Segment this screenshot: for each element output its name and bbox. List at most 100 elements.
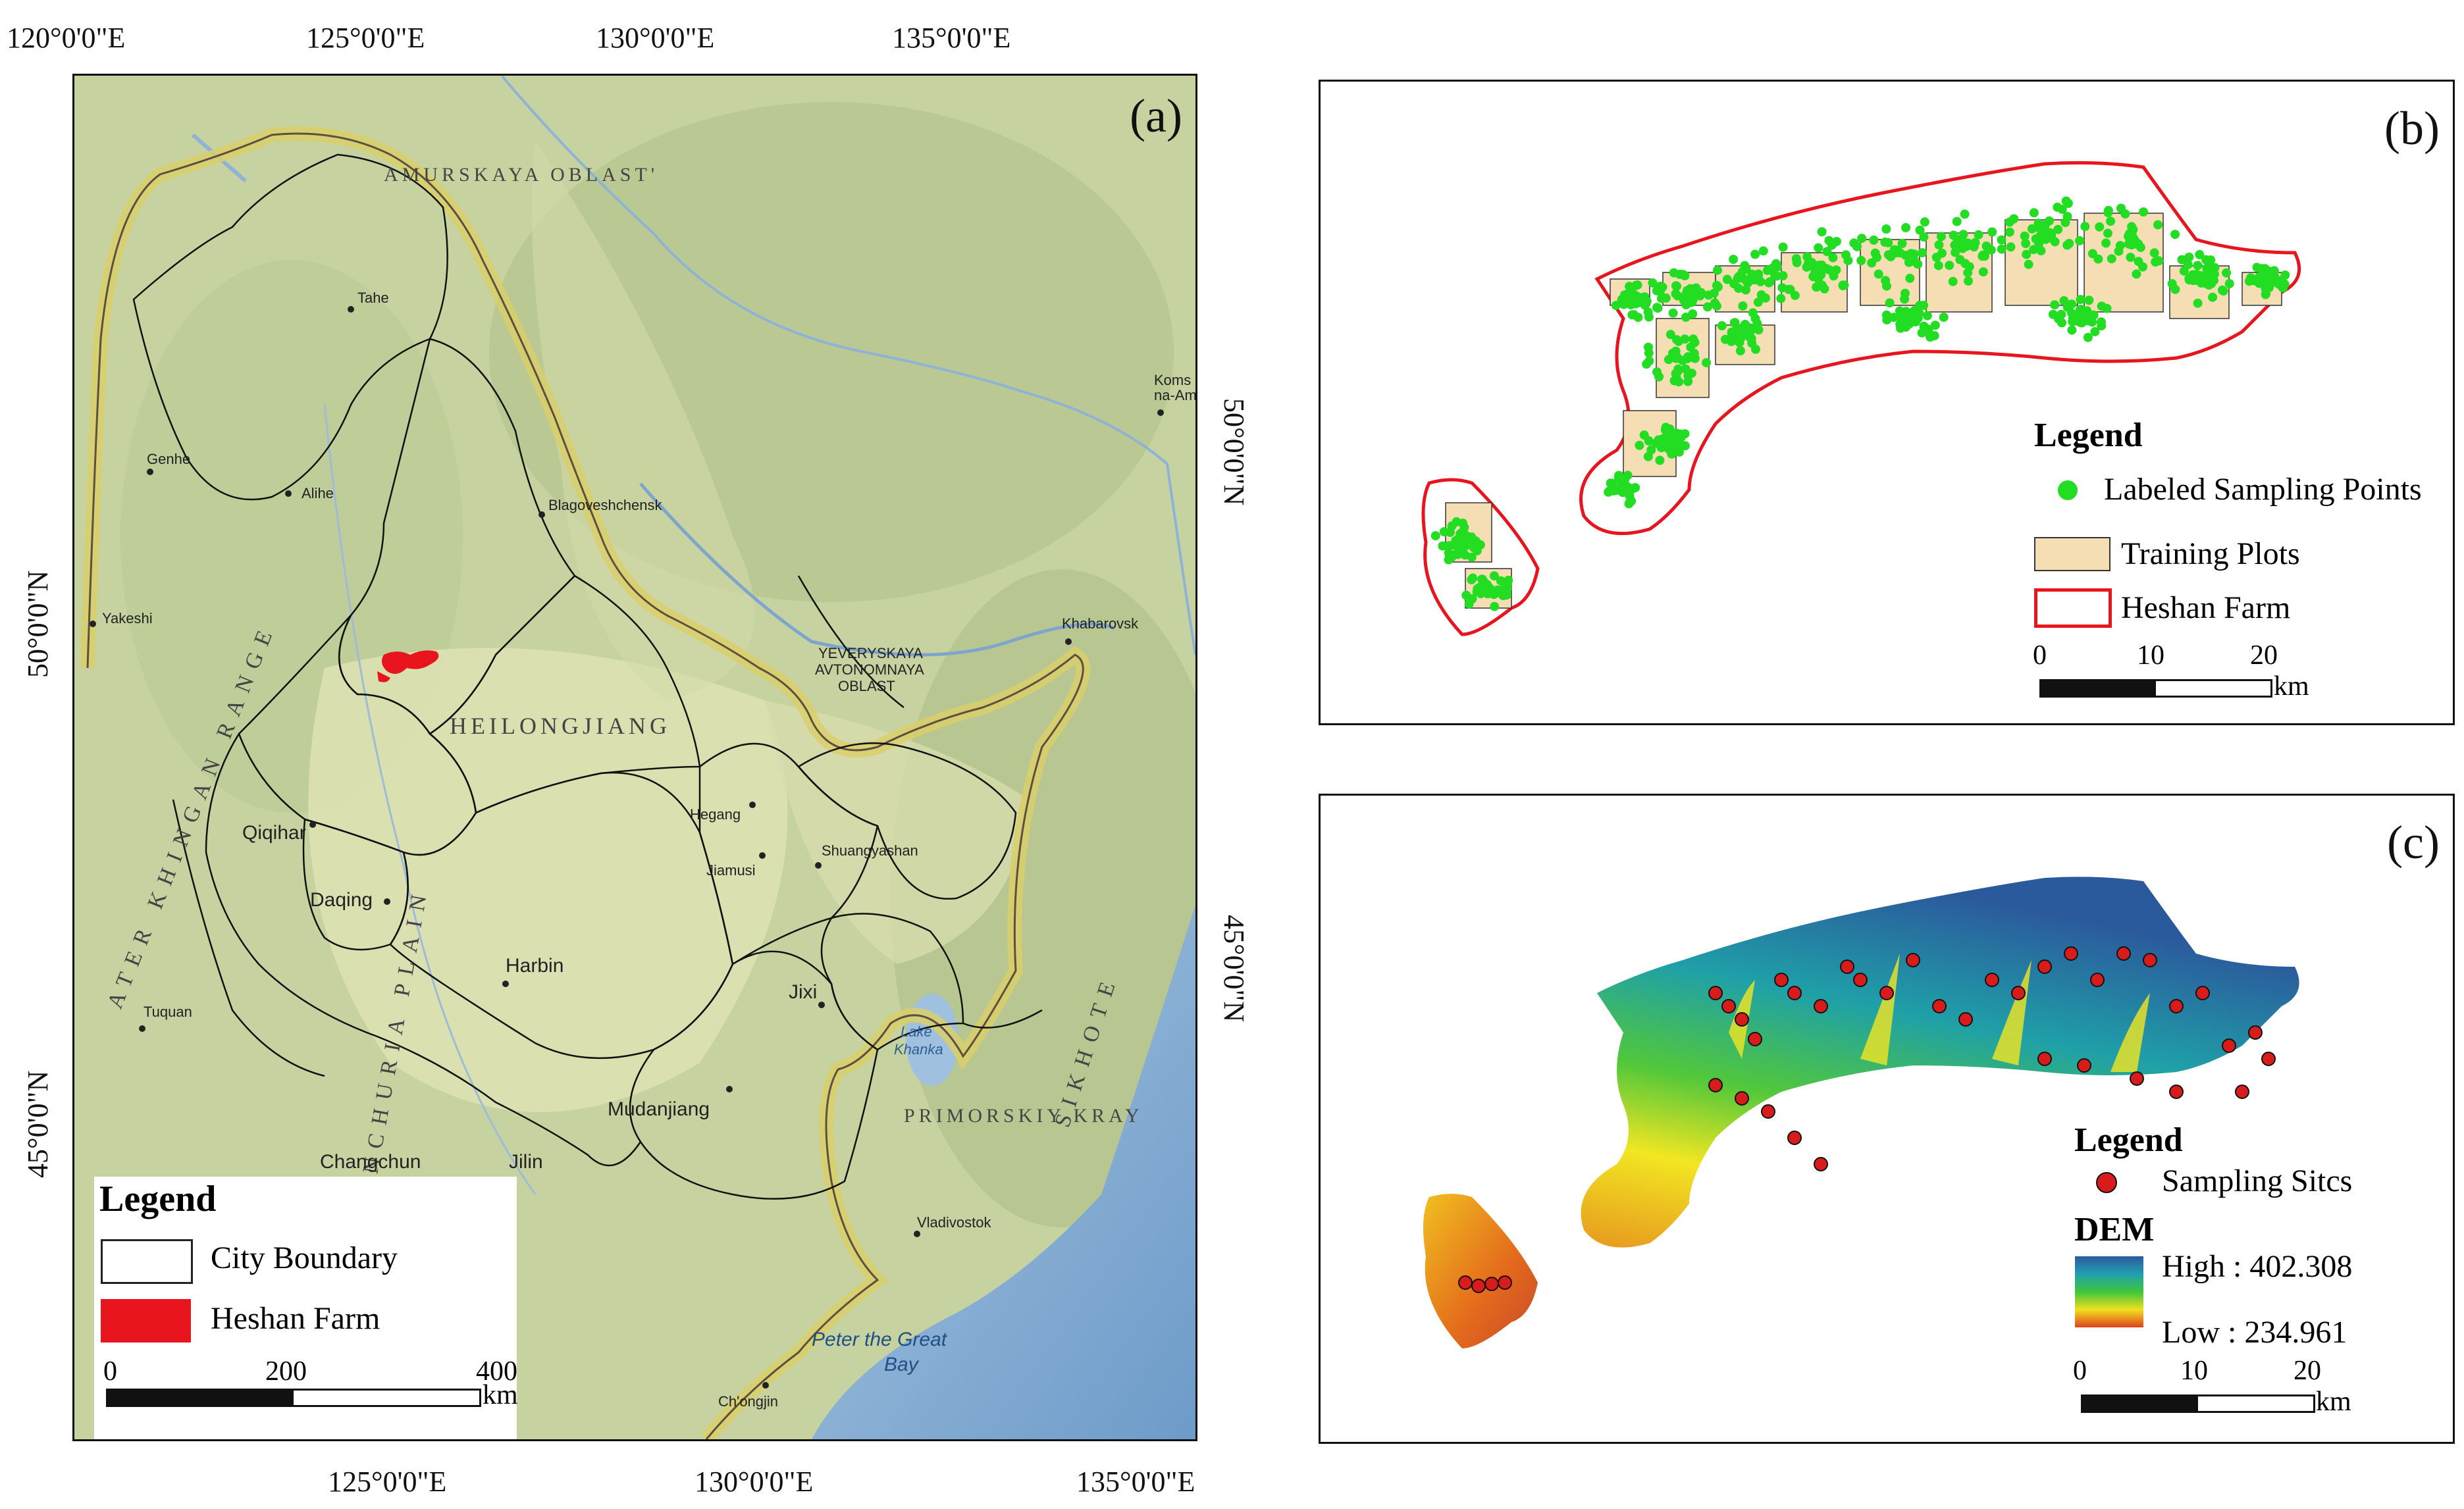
sampling-point [1671,281,1681,291]
sampling-point [1624,499,1634,509]
scale-c-unit: km [2316,1387,2351,1417]
region-yevr-3: OBLAST [838,678,895,694]
scale-b-label-20: 20 [2250,640,2278,671]
sampling-point [1901,222,1911,232]
sampling-point [2097,321,2107,331]
sampling-point [1670,438,1680,448]
sampling-site [2090,973,2105,987]
sampling-point [2201,255,2211,265]
sampling-point [1869,235,1879,245]
sampling-point [1654,372,1664,382]
region-yevr-2: AVTONOMNAYA [815,661,924,678]
sampling-point [2064,239,2074,248]
sampling-sites [1458,946,2276,1293]
sampling-point [1623,289,1633,299]
sampling-point [2005,217,2014,227]
sampling-point [2134,257,2143,267]
sampling-point [2269,266,2279,276]
sampling-site [1748,1032,1762,1046]
panel-b-legend-title: Legend [2034,417,2143,454]
sampling-point [2218,286,2228,296]
dot-yakeshi [90,621,96,627]
labeled-sampling-points [1430,196,2290,611]
sampling-point [1623,471,1633,480]
left-tick-45: 45°0'0"N [22,1070,54,1178]
sampling-point [2053,224,2063,234]
sampling-point [1827,240,1837,250]
dot-hegang [749,802,756,808]
sampling-point [2075,236,2085,245]
sampling-point [1936,232,1946,242]
legend-heshan-farm-swatch [101,1299,191,1343]
sampling-point [2101,238,2111,248]
sampling-point [2193,261,2203,270]
sampling-point [1997,244,2006,254]
scale-b-unit: km [2274,671,2309,702]
bottom-tick-135: 135°0'0"E [1076,1466,1195,1498]
sampling-point [1467,536,1477,546]
sampling-point [1960,259,1970,269]
label-daqing: Daqing [310,889,373,911]
sampling-point [1642,359,1652,369]
label-yakeshi: Yakeshi [102,610,153,627]
sampling-point [1872,253,1881,263]
sampling-point [1735,338,1744,347]
sampling-point [2103,208,2113,218]
sampling-point [2024,259,2033,269]
sampling-site [2169,999,2184,1013]
legend-heshan-farm-label: Heshan Farm [211,1301,380,1336]
label-jilin: Jilin [509,1151,543,1173]
label-harbin: Harbin [506,955,564,977]
sampling-site [1735,1091,1749,1106]
sampling-site [2169,1085,2184,1099]
sampling-point [1918,248,1927,257]
sampling-point [1933,261,1943,270]
panel-c-label: (c) [2387,816,2440,869]
sampling-site [2222,1038,2236,1053]
sampling-point [1631,291,1641,301]
legend-dem-ramp [2075,1256,2143,1327]
legend-heshan-farm-b-swatch [2034,588,2112,628]
bottom-tick-125: 125°0'0"E [328,1466,447,1498]
sampling-point [1712,280,1721,290]
sampling-site [2195,986,2210,1000]
sampling-point [2035,224,2045,234]
sampling-point [1713,265,1722,275]
boundary-mudanjiang [629,950,879,1200]
region-primorskiy: PRIMORSKIY KRAY [904,1105,1143,1127]
boundary-lake [962,1009,1043,1029]
sampling-site [1814,1157,1828,1171]
dot-chongjin [762,1382,769,1389]
sampling-point [2222,268,2231,278]
label-tahe: Tahe [357,290,389,306]
sampling-site [1721,999,1736,1013]
sampling-point [1886,252,1896,262]
sampling-point [2106,217,2116,226]
label-qiqihar: Qiqihar [242,822,306,844]
dot-qiqihar [309,821,316,828]
sampling-site [1471,1279,1486,1293]
sampling-point [1741,285,1750,295]
sampling-point [1475,540,1485,550]
label-khanka: Khanka [894,1041,943,1058]
sampling-point [1956,238,1966,248]
sampling-point [2087,249,2097,259]
terrain-sanjiang-plain [766,701,1029,964]
sampling-point [1885,298,1895,308]
sampling-point [2059,296,2069,305]
sampling-point [1905,273,1915,283]
panel-b: (b) Legend Labeled Sampling Points [1319,80,2455,725]
panel-b-map-svg [1421,161,2301,636]
sampling-point [1689,334,1698,344]
label-shuangyashan: Shuangyashan [822,842,918,859]
sampling-point [2057,309,2066,319]
panel-c-legend-title: Legend [2074,1121,2183,1159]
sampling-point [1958,230,1968,240]
panel-a-map-svg: AMURSKAYA OBLAST' HEILONGJIANG PRIMORSKI… [74,76,1195,1439]
sampling-point [2153,220,2163,230]
sampling-point [1922,311,1932,320]
sampling-point [1934,240,1944,250]
sampling-point [2167,279,2177,289]
sampling-point [1952,217,1962,226]
legend-sampling-points-label: Labeled Sampling Points [2104,472,2422,507]
